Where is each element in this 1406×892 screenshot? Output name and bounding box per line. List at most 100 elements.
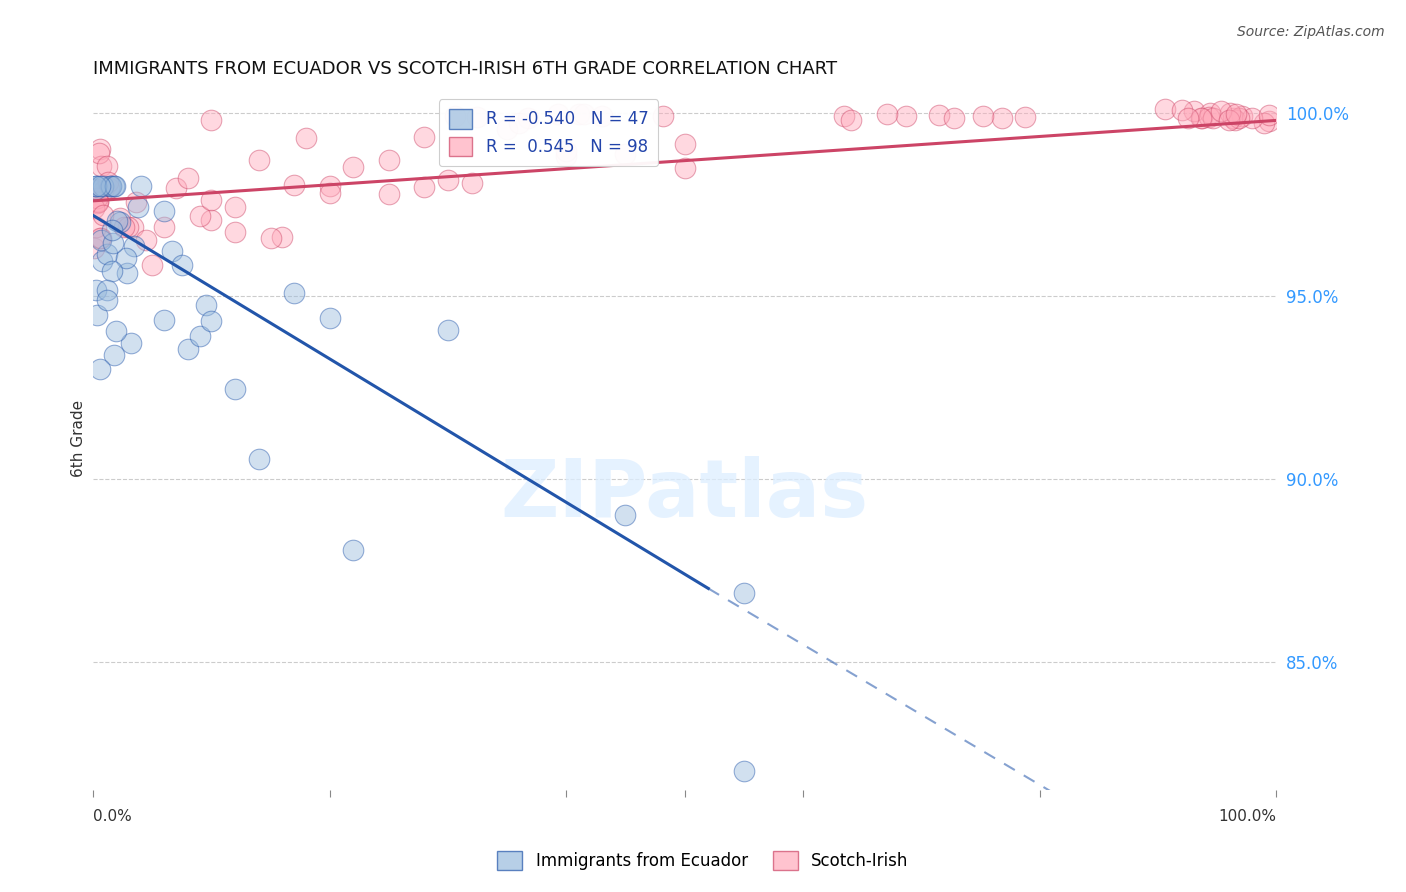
Point bbox=[89, 231, 111, 245]
Point bbox=[437, 173, 460, 187]
Point bbox=[1177, 111, 1199, 125]
Point bbox=[86, 196, 108, 211]
Point bbox=[1240, 111, 1263, 125]
Point bbox=[652, 109, 675, 123]
Point bbox=[165, 181, 187, 195]
Point bbox=[839, 112, 862, 127]
Point bbox=[271, 229, 294, 244]
Point bbox=[89, 179, 111, 194]
Point bbox=[108, 211, 131, 226]
Point bbox=[733, 764, 755, 779]
Point bbox=[547, 107, 569, 121]
Point bbox=[177, 342, 200, 356]
Point bbox=[101, 222, 124, 236]
Point bbox=[135, 233, 157, 247]
Point bbox=[1014, 110, 1036, 124]
Point bbox=[86, 191, 108, 205]
Point bbox=[555, 144, 578, 158]
Point bbox=[437, 323, 460, 337]
Point bbox=[444, 109, 467, 123]
Point bbox=[991, 112, 1014, 126]
Point bbox=[942, 111, 965, 125]
Point bbox=[91, 208, 114, 222]
Point bbox=[86, 309, 108, 323]
Point bbox=[127, 201, 149, 215]
Point bbox=[84, 182, 107, 196]
Point bbox=[84, 179, 107, 194]
Text: 0.0%: 0.0% bbox=[93, 809, 132, 824]
Point bbox=[342, 161, 364, 175]
Point bbox=[572, 107, 595, 121]
Point bbox=[98, 181, 121, 195]
Point bbox=[200, 194, 222, 208]
Point bbox=[153, 204, 176, 219]
Point bbox=[153, 220, 176, 235]
Point bbox=[120, 335, 142, 350]
Point bbox=[1222, 111, 1244, 125]
Point bbox=[96, 246, 118, 260]
Point bbox=[413, 130, 436, 145]
Point bbox=[1227, 111, 1250, 125]
Text: IMMIGRANTS FROM ECUADOR VS SCOTCH-IRISH 6TH GRADE CORRELATION CHART: IMMIGRANTS FROM ECUADOR VS SCOTCH-IRISH … bbox=[93, 60, 838, 78]
Point bbox=[84, 283, 107, 297]
Point bbox=[259, 231, 281, 245]
Point bbox=[247, 153, 270, 167]
Point bbox=[1218, 112, 1240, 127]
Point bbox=[87, 194, 110, 208]
Point bbox=[105, 324, 128, 338]
Point bbox=[319, 310, 342, 325]
Point bbox=[1191, 111, 1213, 125]
Point bbox=[188, 209, 211, 223]
Point bbox=[84, 179, 107, 194]
Point bbox=[100, 179, 122, 194]
Point bbox=[195, 298, 218, 312]
Point bbox=[972, 109, 994, 123]
Point bbox=[87, 194, 110, 209]
Point bbox=[89, 146, 111, 161]
Text: Source: ZipAtlas.com: Source: ZipAtlas.com bbox=[1237, 25, 1385, 39]
Point bbox=[614, 508, 637, 522]
Point bbox=[894, 109, 917, 123]
Legend: R = -0.540   N = 47, R =  0.545   N = 98: R = -0.540 N = 47, R = 0.545 N = 98 bbox=[439, 99, 658, 166]
Point bbox=[162, 244, 184, 258]
Point bbox=[91, 179, 114, 194]
Point bbox=[1199, 106, 1222, 120]
Point bbox=[496, 122, 519, 136]
Point bbox=[928, 108, 950, 122]
Point bbox=[115, 252, 138, 266]
Point bbox=[103, 348, 125, 362]
Point bbox=[112, 219, 135, 234]
Point bbox=[141, 258, 163, 272]
Y-axis label: 6th Grade: 6th Grade bbox=[72, 400, 86, 477]
Point bbox=[1219, 106, 1241, 120]
Point bbox=[413, 180, 436, 194]
Point bbox=[1253, 116, 1275, 130]
Point bbox=[200, 314, 222, 328]
Point bbox=[224, 225, 246, 239]
Point bbox=[295, 130, 318, 145]
Point bbox=[1154, 102, 1177, 116]
Point bbox=[461, 176, 484, 190]
Point bbox=[89, 142, 111, 156]
Point bbox=[673, 136, 696, 151]
Point bbox=[170, 258, 193, 272]
Point bbox=[110, 215, 132, 229]
Point bbox=[614, 146, 637, 161]
Point bbox=[98, 179, 121, 194]
Point bbox=[508, 115, 530, 129]
Point bbox=[117, 219, 139, 234]
Point bbox=[1257, 108, 1279, 122]
Point bbox=[1225, 107, 1247, 121]
Legend: Immigrants from Ecuador, Scotch-Irish: Immigrants from Ecuador, Scotch-Irish bbox=[491, 844, 915, 877]
Point bbox=[1202, 112, 1225, 126]
Point bbox=[125, 195, 148, 210]
Text: ZIPatlas: ZIPatlas bbox=[501, 456, 869, 533]
Point bbox=[153, 312, 176, 326]
Point bbox=[1189, 111, 1212, 125]
Point bbox=[1211, 104, 1233, 119]
Point bbox=[319, 178, 342, 193]
Point bbox=[89, 361, 111, 376]
Point bbox=[876, 107, 898, 121]
Point bbox=[1198, 110, 1220, 124]
Point bbox=[91, 184, 114, 198]
